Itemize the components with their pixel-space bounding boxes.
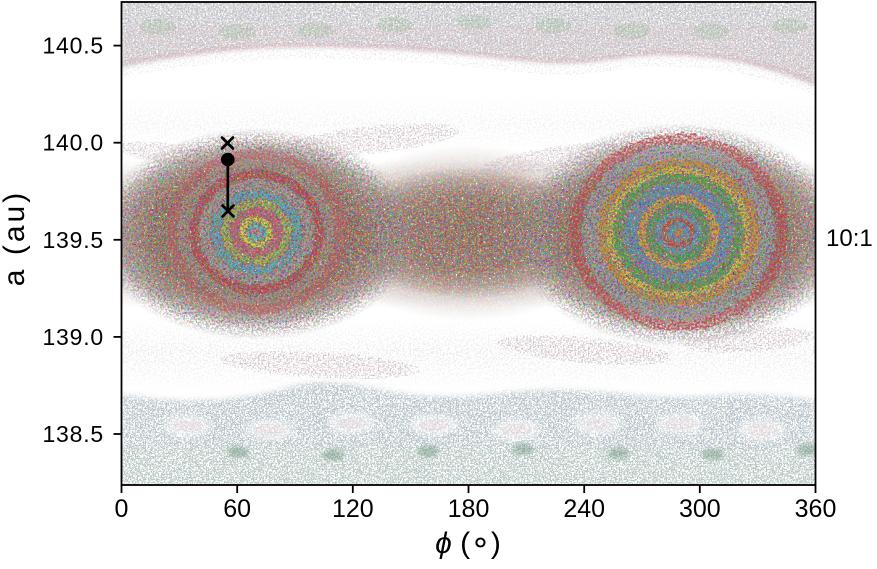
svg-text:180: 180 <box>448 495 490 523</box>
svg-text:240: 240 <box>563 495 605 523</box>
svg-text:10:1: 10:1 <box>826 225 873 252</box>
svg-text:0: 0 <box>115 495 129 523</box>
svg-text:140.5: 140.5 <box>42 33 104 59</box>
svg-text:300: 300 <box>679 495 721 523</box>
svg-text:138.5: 138.5 <box>42 421 104 447</box>
svg-text:139.0: 139.0 <box>42 324 104 350</box>
svg-text:360: 360 <box>795 495 837 523</box>
svg-text:139.5: 139.5 <box>42 227 104 253</box>
svg-text:a (au): a (au) <box>0 190 31 286</box>
svg-text:60: 60 <box>223 495 251 523</box>
svg-text:140.0: 140.0 <box>42 130 104 156</box>
svg-text:120: 120 <box>332 495 374 523</box>
svg-text:ϕ (∘): ϕ (∘) <box>435 523 501 560</box>
